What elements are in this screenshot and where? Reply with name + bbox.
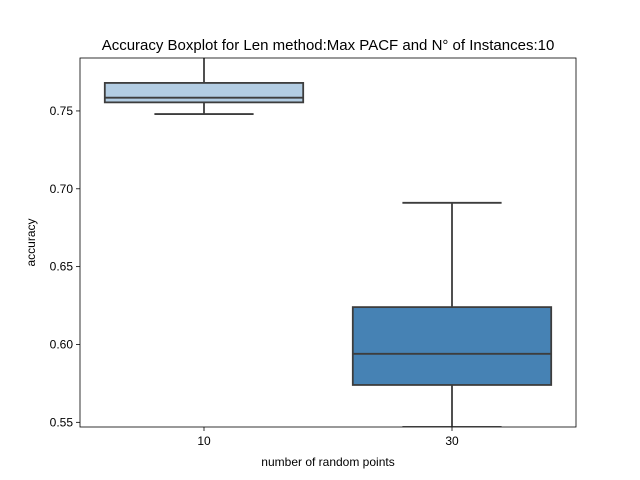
- y-tick-label: 0.75: [50, 104, 74, 118]
- y-tick-label: 0.65: [50, 260, 74, 274]
- x-axis: 10 30: [197, 427, 459, 448]
- y-axis-label: accuracy: [24, 218, 38, 266]
- x-tick-label: 10: [197, 434, 211, 448]
- chart-title: Accuracy Boxplot for Len method:Max PACF…: [102, 37, 555, 54]
- box-group-30: [351, 201, 553, 427]
- y-tick-label: 0.55: [50, 415, 74, 429]
- box-group-10: [103, 58, 305, 115]
- plot-area: [103, 58, 553, 427]
- y-tick-label: 0.70: [50, 182, 74, 196]
- plot-frame: [79, 57, 577, 428]
- x-tick-label: 30: [445, 434, 459, 448]
- y-tick-label: 0.60: [50, 337, 74, 351]
- y-axis: 0.55 0.60 0.65 0.70 0.75: [50, 104, 80, 429]
- box-iqr: [103, 82, 305, 104]
- x-axis-label: number of random points: [261, 455, 394, 469]
- box-iqr: [351, 306, 553, 386]
